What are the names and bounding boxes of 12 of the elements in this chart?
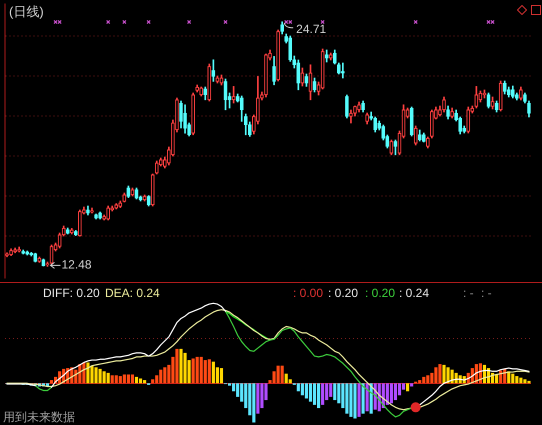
text: : 0.24 [399, 286, 430, 300]
annotation: 24.71 [296, 22, 327, 36]
text: : 0.20 [328, 286, 358, 300]
text: : 0.20 [365, 286, 396, 300]
text: : 0.00 [293, 286, 324, 300]
annotation: 用到未来数据 [3, 409, 75, 425]
text: DEA: 0.24 [105, 286, 160, 300]
text: : - [463, 286, 474, 300]
text: : - [481, 286, 492, 300]
annotation: 12.48 [61, 258, 92, 272]
chart-title: (日线) [9, 3, 44, 21]
text: DIFF: 0.20 [43, 286, 100, 300]
